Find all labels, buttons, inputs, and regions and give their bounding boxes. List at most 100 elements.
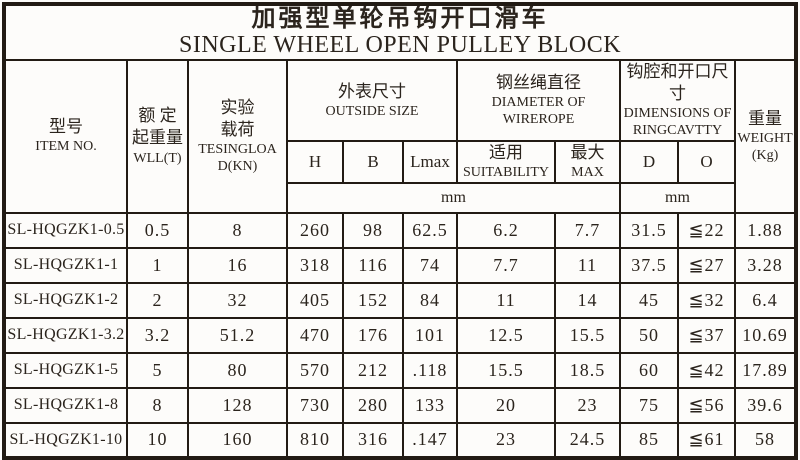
table-title-row: 加强型单轮吊钩开口滑车 SINGLE WHEEL OPEN PULLEY BLO…: [2, 3, 798, 61]
weight-label-en: WEIGHT (Kg): [737, 130, 793, 164]
cell-rope-suitability: 20: [456, 386, 556, 424]
cell-b: 212: [342, 351, 404, 389]
cell-rope-suitability: 7.7: [456, 246, 556, 284]
cell-rope-max: 15.5: [554, 316, 621, 354]
test-load-label-zh-1: 实验: [220, 97, 255, 117]
cell-test-load: 80: [187, 351, 288, 389]
cell-lmax: .118: [402, 351, 458, 389]
title-english: SINGLE WHEEL OPEN PULLEY BLOCK: [178, 32, 622, 59]
unit-mm-size: mm: [286, 181, 621, 214]
cell-weight: 6.4: [733, 281, 798, 319]
cell-h: 470: [286, 316, 344, 354]
cell-ring-o: ≦32: [677, 281, 736, 319]
cell-ring-d: 75: [619, 386, 679, 424]
cell-ring-o: ≦61: [677, 421, 736, 459]
cell-rope-suitability: 23: [456, 421, 556, 459]
cell-lmax: 74: [402, 246, 458, 284]
cell-item-no: SL-HQGZK1-1: [3, 246, 128, 284]
col-header-test-load: 实验 载荷 TESINGLOA D(KN): [187, 58, 288, 214]
cell-ring-d: 60: [619, 351, 679, 389]
cell-item-no: SL-HQGZK1-2: [3, 281, 128, 319]
ringcavity-label-en: DIMENSIONS OF RINGCAVTTY: [623, 105, 732, 139]
test-load-label-en: TESINGLOA D(KN): [198, 141, 277, 175]
cell-rope-max: 7.7: [554, 211, 621, 249]
group-header-outside-size: 外表尺寸 OUTSIDE SIZE: [286, 58, 458, 142]
cell-item-no: SL-HQGZK1-8: [3, 386, 128, 424]
cell-h: 318: [286, 246, 344, 284]
suitability-label-zh: 适用: [489, 142, 523, 162]
cell-wll: 5: [126, 351, 189, 389]
weight-label-zh: 重量: [748, 108, 783, 128]
col-header-max: 最大 MAX: [554, 139, 621, 184]
item-no-label-en: ITEM NO.: [35, 139, 97, 155]
col-header-d: D: [619, 139, 679, 184]
cell-b: 316: [342, 421, 404, 459]
cell-ring-d: 45: [619, 281, 679, 319]
cell-weight: 58: [733, 421, 798, 459]
wirerope-label-zh: 钢丝绳直径: [496, 72, 581, 92]
cell-h: 730: [286, 386, 344, 424]
cell-lmax: 133: [402, 386, 458, 424]
header-sub-row: H B Lmax 适用 SUITABILITY 最大 MAX D O: [4, 139, 796, 184]
cell-item-no: SL-HQGZK1-10: [3, 421, 128, 459]
outside-size-label-en: OUTSIDE SIZE: [325, 103, 419, 119]
cell-b: 280: [342, 386, 404, 424]
cell-lmax: 62.5: [402, 211, 458, 249]
table-row: SL-HQGZK1-8 8 128 730 280 133 20 23 75 ≦…: [3, 386, 798, 424]
cell-ring-d: 50: [619, 316, 679, 354]
cell-b: 116: [342, 246, 404, 284]
table-row: SL-HQGZK1-2 2 32 405 152 84 11 14 45 ≦32…: [3, 281, 798, 319]
cell-weight: 10.69: [733, 316, 798, 354]
col-header-wll: 额 定 起重量 WLL(T): [126, 58, 189, 214]
cell-b: 176: [342, 316, 404, 354]
cell-lmax: 101: [402, 316, 458, 354]
col-header-o: O: [677, 139, 736, 184]
wirerope-label-en: DIAMETER OF WIREROPE: [491, 94, 586, 128]
col-header-lmax: Lmax: [402, 139, 458, 184]
title-chinese: 加强型单轮吊钩开口滑车: [251, 6, 549, 32]
cell-rope-suitability: 12.5: [456, 316, 556, 354]
table-row: SL-HQGZK1-3.2 3.2 51.2 470 176 101 12.5 …: [3, 316, 798, 354]
cell-rope-max: 14: [554, 281, 621, 319]
cell-b: 152: [342, 281, 404, 319]
cell-wll: 10: [126, 421, 189, 459]
cell-lmax: .147: [402, 421, 458, 459]
cell-rope-max: 18.5: [554, 351, 621, 389]
cell-h: 810: [286, 421, 344, 459]
cell-ring-o: ≦37: [677, 316, 736, 354]
cell-h: 570: [286, 351, 344, 389]
cell-ring-o: ≦27: [677, 246, 736, 284]
outside-size-label-zh: 外表尺寸: [338, 81, 406, 101]
test-load-label-zh-2: 载荷: [220, 119, 255, 139]
table-row: SL-HQGZK1-5 5 80 570 212 .118 15.5 18.5 …: [3, 351, 798, 389]
cell-ring-d: 85: [619, 421, 679, 459]
cell-h: 405: [286, 281, 344, 319]
cell-item-no: SL-HQGZK1-5: [3, 351, 128, 389]
unit-mm-ring: mm: [619, 181, 736, 214]
cell-weight: 3.28: [733, 246, 798, 284]
wll-label-zh-2: 起重量: [132, 128, 183, 148]
cell-item-no: SL-HQGZK1-3.2: [3, 316, 128, 354]
col-header-item-no: 型号 ITEM NO.: [3, 58, 128, 214]
cell-rope-max: 23: [554, 386, 621, 424]
cell-rope-suitability: 15.5: [456, 351, 556, 389]
col-header-h: H: [286, 139, 344, 184]
cell-item-no: SL-HQGZK1-0.5: [3, 211, 128, 249]
cell-lmax: 84: [402, 281, 458, 319]
cell-wll: 8: [126, 386, 189, 424]
group-header-wirerope: 钢丝绳直径 DIAMETER OF WIREROPE: [456, 58, 621, 142]
cell-b: 98: [342, 211, 404, 249]
wll-label-en: WLL(T): [133, 150, 182, 166]
cell-ring-d: 37.5: [619, 246, 679, 284]
group-header-ringcavity: 钩腔和开口尺寸 DIMENSIONS OF RINGCAVTTY: [619, 58, 736, 142]
col-header-weight: 重量 WEIGHT (Kg): [733, 58, 798, 214]
header-unit-row: mm mm: [4, 181, 796, 214]
cell-wll: 0.5: [126, 211, 189, 249]
cell-test-load: 51.2: [187, 316, 288, 354]
wll-label-zh-1: 额 定: [138, 106, 177, 126]
cell-h: 260: [286, 211, 344, 249]
cell-rope-suitability: 11: [456, 281, 556, 319]
cell-test-load: 160: [187, 421, 288, 459]
